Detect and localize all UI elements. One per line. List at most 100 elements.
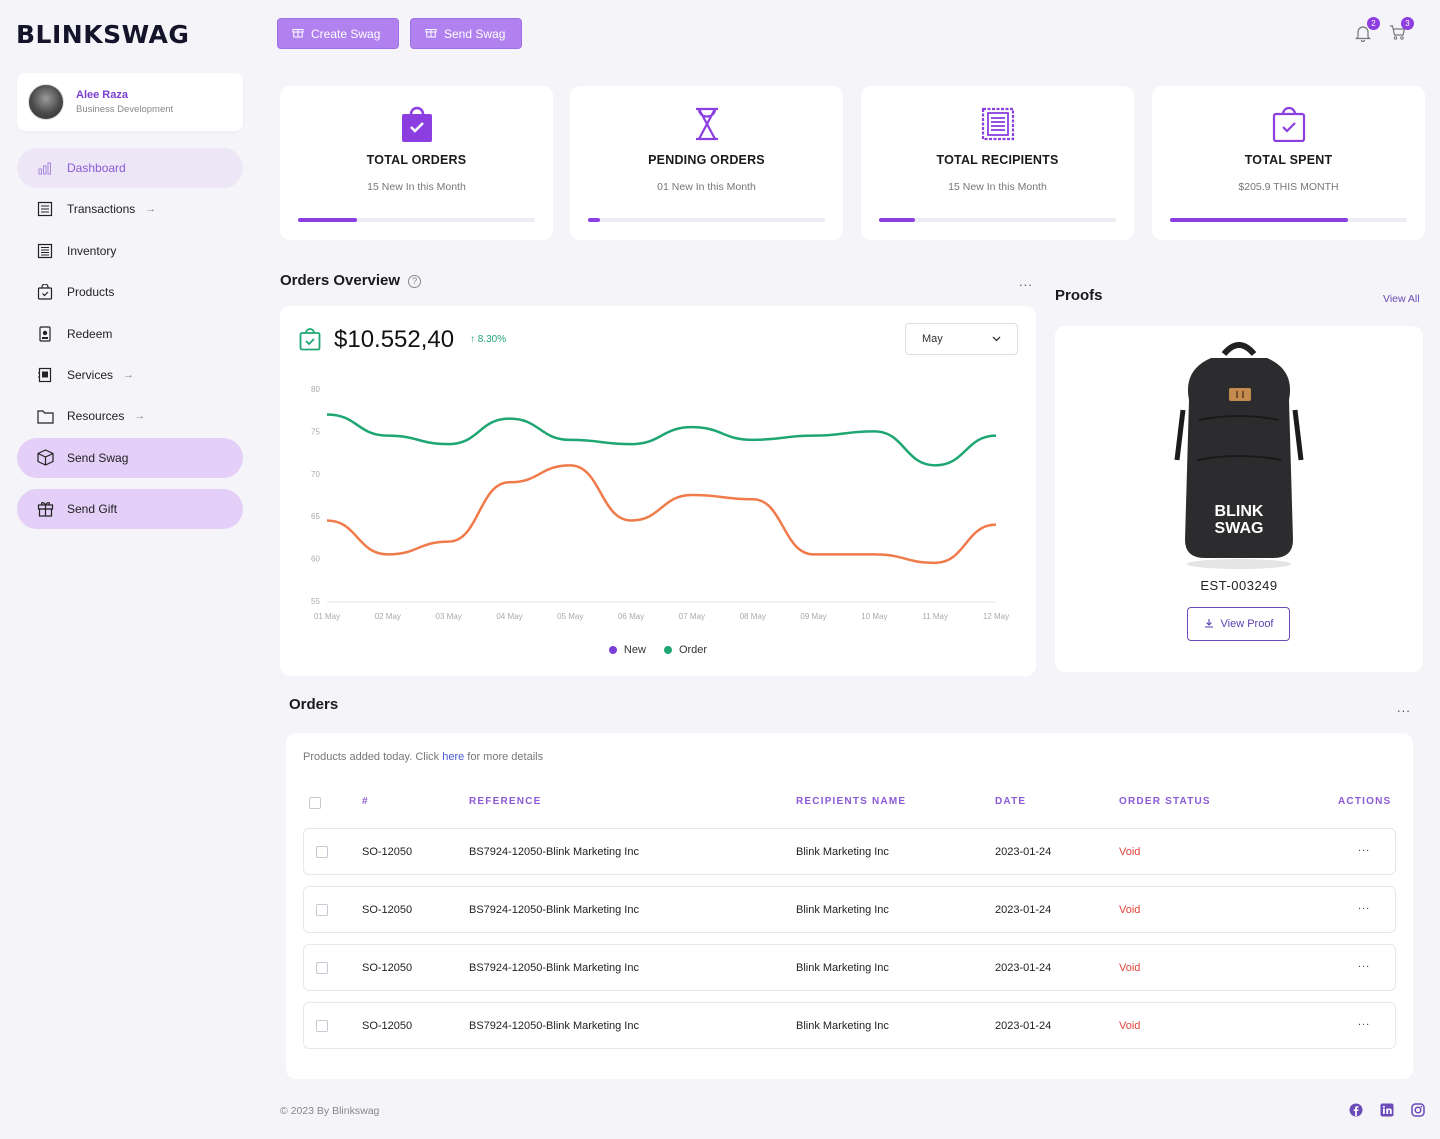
instagram-icon[interactable] [1411,1103,1425,1117]
proof-card: BLINK SWAG EST-003249 View Proof [1055,326,1423,672]
bag-check-icon [399,106,435,142]
sidebar-item-resources[interactable]: Resources → [17,396,243,436]
sidebar-item-dashboard[interactable]: Dashboard [17,148,243,188]
receipt-icon [36,200,54,218]
sidebar-item-label: Send Swag [67,450,129,465]
chart-legend: New Order [280,644,1036,656]
table-row[interactable]: SO-12050 BS7924-12050-Blink Marketing In… [303,886,1396,933]
sidebar-item-transactions[interactable]: Transactions → [17,189,243,229]
help-icon[interactable]: ? [408,274,422,288]
table-row[interactable]: SO-12050 BS7924-12050-Blink Marketing In… [303,1002,1396,1049]
y-tick-label: 70 [311,470,320,479]
backpack-image: BLINK SWAG [1174,342,1304,569]
stat-title: PENDING ORDERS [648,153,765,167]
row-checkbox[interactable] [316,1020,328,1032]
sidebar-item-inventory[interactable]: Inventory [17,231,243,271]
cell-status: Void [1119,962,1141,974]
sidebar-item-products[interactable]: Products [17,272,243,312]
row-actions-button[interactable]: ... [1358,842,1371,854]
x-tick-label: 07 May [679,612,705,621]
col-header-date: DATE [995,796,1027,807]
linkedin-icon[interactable] [1380,1103,1394,1117]
orders-note-link[interactable]: here [442,751,465,763]
row-checkbox[interactable] [316,904,328,916]
stat-subtitle: 15 New In this Month [948,181,1047,193]
service-icon [36,366,54,384]
stat-card-total-recipients[interactable]: TOTAL RECIPIENTS 15 New In this Month [861,86,1134,240]
sidebar-item-label: Redeem [67,326,113,341]
row-checkbox[interactable] [316,962,328,974]
arrow-right-icon: → [134,410,146,423]
table-row[interactable]: SO-12050 BS7924-12050-Blink Marketing In… [303,944,1396,991]
sidebar-item-send-swag[interactable]: Send Swag [17,437,243,478]
month-select[interactable]: May [905,323,1018,355]
legend-label: New [623,644,646,656]
row-actions-button[interactable]: ... [1358,1016,1371,1028]
x-tick-label: 01 May [314,612,340,621]
profile-name: Alee Raza [76,89,128,101]
send-swag-button[interactable]: Send Swag [410,18,522,49]
bell-icon [1355,26,1371,43]
sidebar-item-services[interactable]: Services → [17,355,243,395]
stat-progress-fill [1170,218,1348,222]
create-swag-label: Create Swag [311,26,381,41]
col-header-status: ORDER STATUS [1119,796,1211,807]
x-tick-label: 11 May [922,612,948,621]
y-tick-label: 60 [311,555,320,564]
cart-button[interactable]: 3 [1389,17,1414,44]
col-header-recipients: RECIPIENTS NAME [796,796,907,807]
overview-more-button[interactable]: ... [1019,274,1033,289]
facebook-icon[interactable] [1349,1103,1363,1117]
notifications-button[interactable]: 2 [1355,17,1380,44]
orders-overview-title-text: Orders Overview [280,272,401,289]
stat-progress-bar [298,218,535,222]
legend-dot [608,646,617,654]
col-header-actions: ACTIONS [1338,796,1392,807]
bag-check-icon [299,327,321,356]
orders-overview-card: $10.552,40 ↑ 8.30% May 80 75 70 65 60 55 01 Ma… [280,306,1036,676]
bag-brand-text-1: BLINK [1215,503,1264,520]
sidebar-item-redeem[interactable]: Redeem [17,314,243,354]
stat-subtitle: $205.9 THIS MONTH [1238,181,1339,193]
row-actions-button[interactable]: ... [1358,900,1371,912]
stat-progress-bar [879,218,1116,222]
legend-item-new: New [608,644,646,656]
series-line-order [326,413,997,467]
stat-card-total-orders[interactable]: TOTAL ORDERS 15 New In this Month [280,86,553,240]
legend-dot [663,646,672,654]
month-select-value: May [922,333,943,345]
chart-bars-icon [36,159,54,177]
cell-recipient: Blink Marketing Inc [796,1020,889,1032]
x-tick-label: 12 May [983,612,1009,621]
hourglass-icon [689,106,725,142]
table-row[interactable]: SO-12050 BS7924-12050-Blink Marketing In… [303,828,1396,875]
view-proof-button[interactable]: View Proof [1187,607,1290,641]
x-tick-label: 09 May [800,612,826,621]
cell-status: Void [1119,846,1141,858]
y-tick-label: 75 [311,427,320,436]
x-tick-label: 06 May [618,612,644,621]
view-all-link[interactable]: View All [1383,293,1420,305]
sidebar-item-label: Transactions [67,202,136,217]
orders-more-button[interactable]: ... [1397,700,1411,715]
select-all-checkbox[interactable] [309,797,321,809]
proof-code: EST-003249 [1200,578,1278,593]
sidebar-item-send-gift[interactable]: Send Gift [17,488,243,529]
sidebar-item-label: Services [67,367,114,382]
row-actions-button[interactable]: ... [1358,958,1371,970]
stat-progress-fill [588,218,600,222]
cell-date: 2023-01-24 [995,1020,1052,1032]
box-icon [36,449,54,467]
orders-note-suffix: for more details [464,751,544,763]
arrow-right-icon: → [123,368,135,381]
legend-label: Order [678,644,708,656]
cell-status: Void [1119,904,1141,916]
user-profile-card[interactable]: Alee Raza Business Development [17,73,243,131]
stat-card-total-spent[interactable]: TOTAL SPENT $205.9 THIS MONTH [1152,86,1425,240]
stat-card-pending-orders[interactable]: PENDING ORDERS 01 New In this Month [570,86,843,240]
row-checkbox[interactable] [316,846,328,858]
create-swag-button[interactable]: Create Swag [277,18,399,49]
y-tick-label: 80 [311,385,320,394]
brand-logo[interactable]: BLINKSWAG [16,20,190,49]
document-list-icon [980,106,1016,142]
